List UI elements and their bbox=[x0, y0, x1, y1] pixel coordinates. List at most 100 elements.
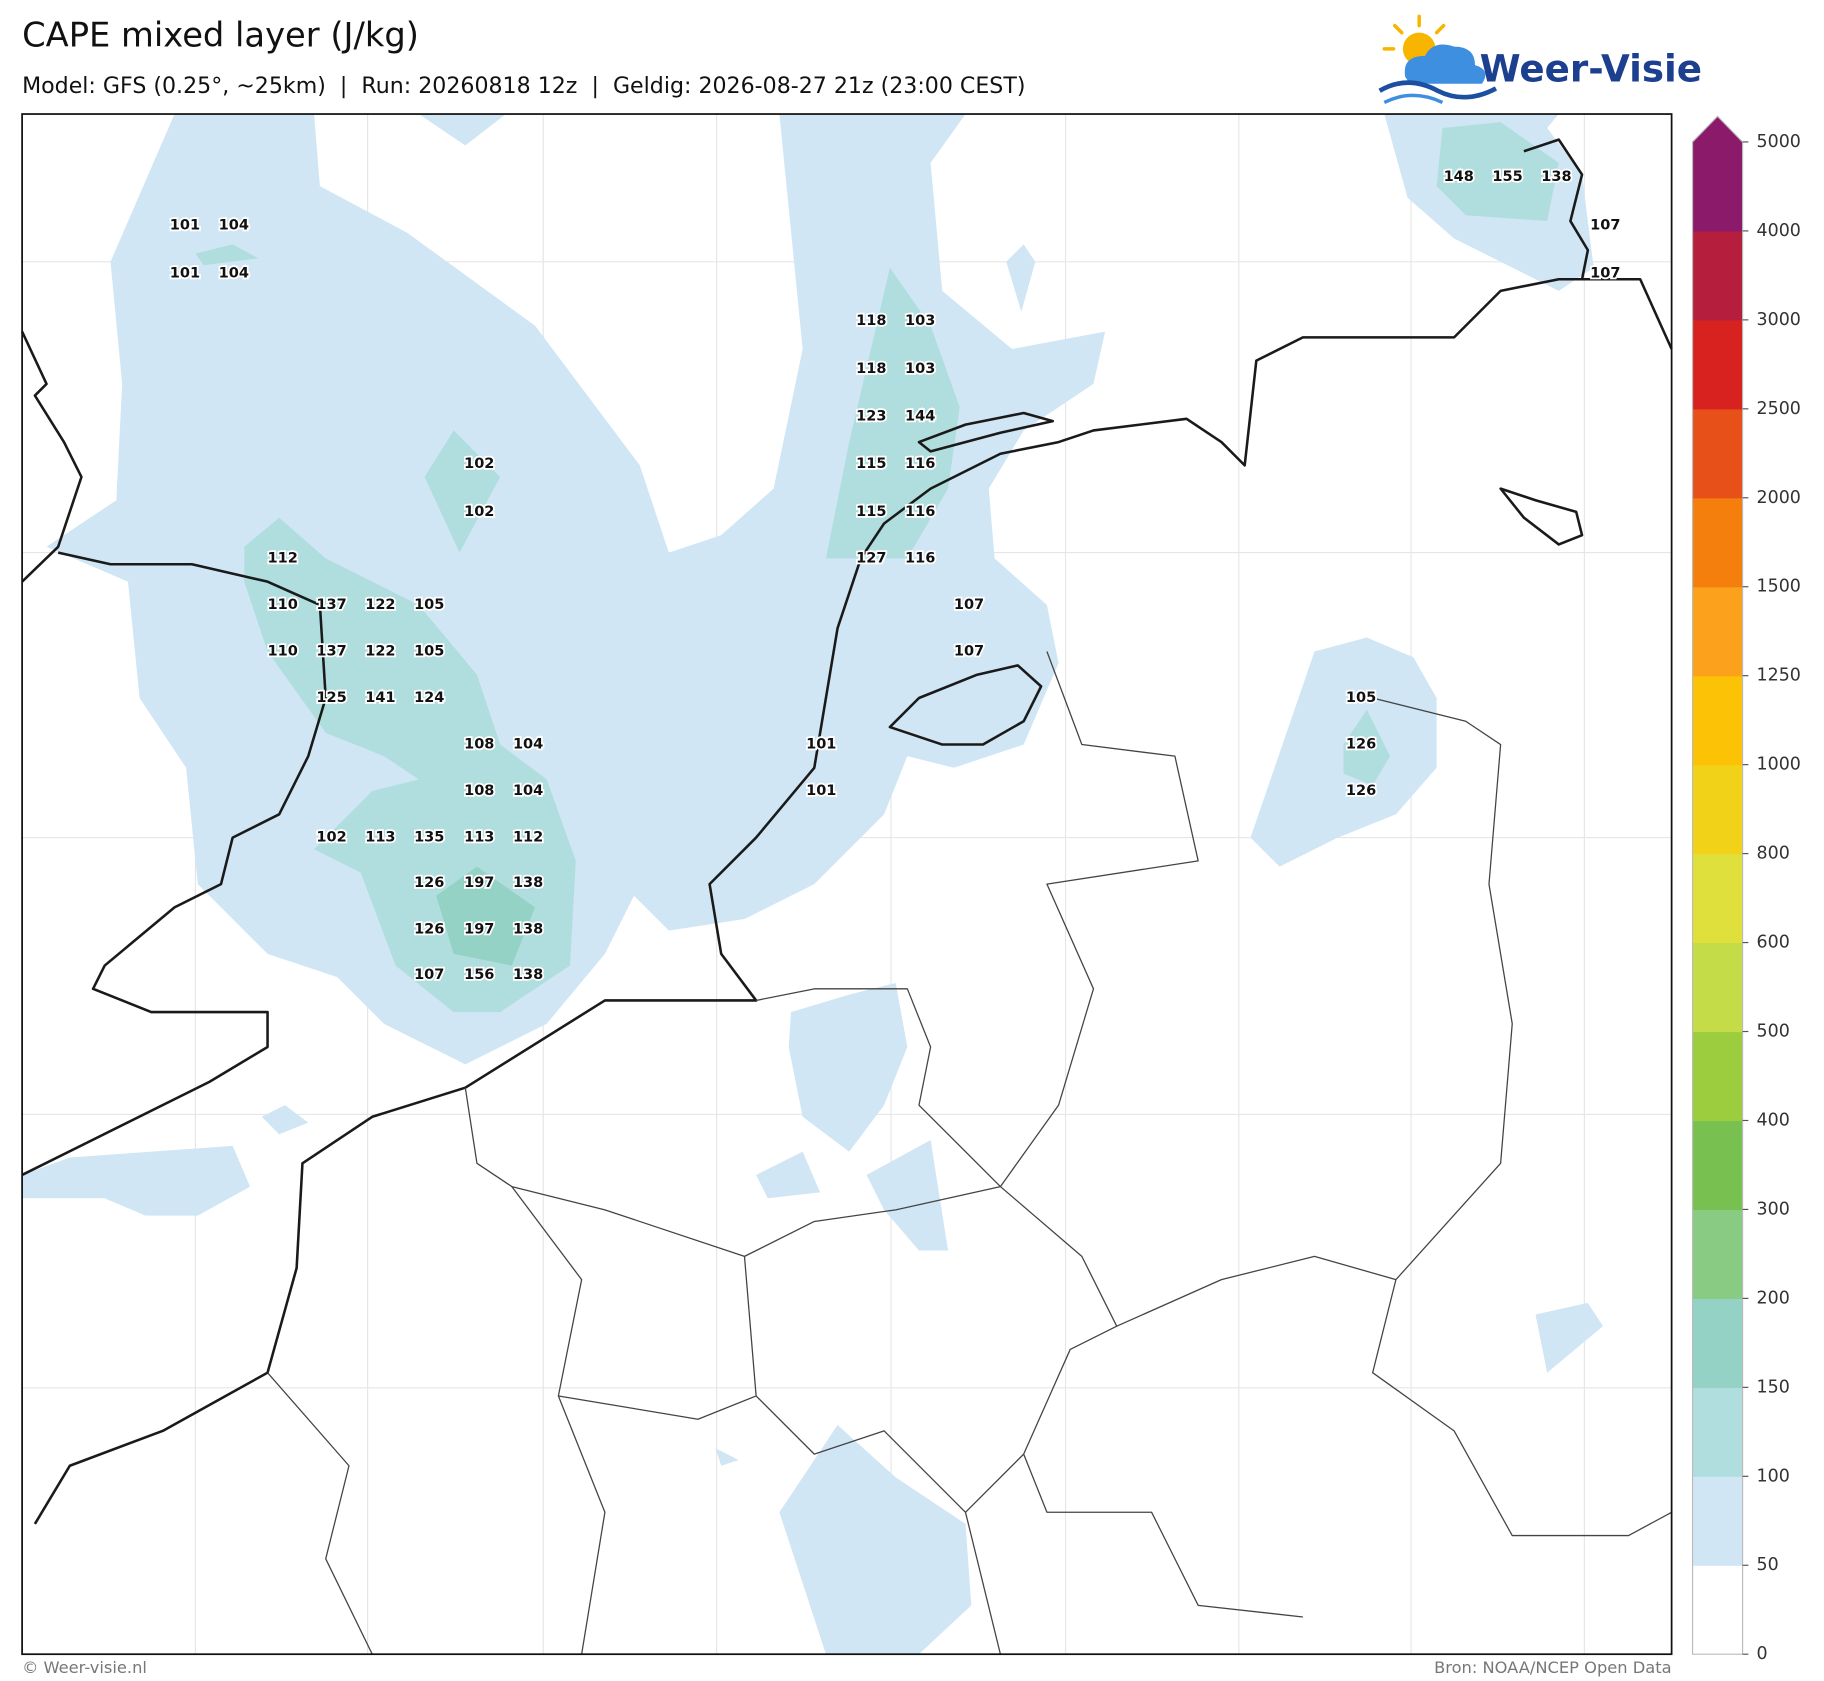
colorbar-band bbox=[1692, 942, 1743, 1033]
colorbar-tick-label: 3000 bbox=[1757, 310, 1801, 330]
logo-text: Weer-Visie bbox=[1480, 46, 1702, 90]
colorbar-band bbox=[1692, 1298, 1743, 1388]
cape-value-label: 115 bbox=[856, 504, 886, 520]
cape-value-label: 125 bbox=[316, 690, 346, 706]
cape-value-label: 116 bbox=[905, 504, 935, 520]
colorbar-band bbox=[1692, 319, 1743, 410]
cape-area bbox=[436, 866, 536, 966]
colorbar-tick-label: 1500 bbox=[1757, 577, 1801, 597]
cape-value-label: 113 bbox=[464, 830, 494, 846]
cape-area bbox=[756, 1151, 821, 1199]
colorbar-tick-label: 2500 bbox=[1757, 399, 1801, 419]
cape-value-label: 148 bbox=[1444, 169, 1474, 185]
cape-value-label: 115 bbox=[856, 456, 886, 472]
cape-value-label: 126 bbox=[1346, 783, 1376, 799]
colorbar-band bbox=[1692, 230, 1743, 321]
colorbar-band bbox=[1692, 1387, 1743, 1477]
colorbar-tick-label: 50 bbox=[1757, 1555, 1779, 1575]
cape-value-label: 107 bbox=[954, 597, 984, 613]
colorbar-extend bbox=[1692, 116, 1743, 142]
cape-value-label: 104 bbox=[513, 737, 543, 753]
cape-value-label: 103 bbox=[905, 313, 935, 329]
cape-value-label: 123 bbox=[856, 408, 886, 424]
colorbar-tick-label: 200 bbox=[1757, 1288, 1790, 1308]
cape-area bbox=[46, 114, 1106, 1065]
cape-value-label: 101 bbox=[806, 783, 836, 799]
cape-value-label: 156 bbox=[464, 967, 494, 983]
colorbar-band bbox=[1692, 1120, 1743, 1211]
cape-value-label: 110 bbox=[268, 643, 298, 659]
cape-value-label: 107 bbox=[1590, 265, 1620, 281]
cape-value-label: 124 bbox=[414, 690, 444, 706]
cape-value-label: 137 bbox=[316, 643, 346, 659]
footer-right: Bron: NOAA/NCEP Open Data bbox=[1434, 1658, 1672, 1677]
cape-value-label: 113 bbox=[365, 830, 395, 846]
cape-value-label: 126 bbox=[1346, 737, 1376, 753]
cape-value-label: 138 bbox=[513, 967, 543, 983]
map-labels: 101 104 101 104 118 103 118 103 123 144 102 115 116 1… bbox=[168, 167, 1622, 984]
colorbar-tick-label: 0 bbox=[1757, 1644, 1768, 1664]
colorbar-band bbox=[1692, 408, 1743, 499]
colorbar-tick-label: 5000 bbox=[1757, 132, 1801, 152]
cape-value-label: 138 bbox=[513, 875, 543, 891]
colorbar-band bbox=[1692, 853, 1743, 944]
colorbar-band bbox=[1692, 1476, 1743, 1566]
cape-area bbox=[195, 244, 259, 266]
cape-value-label: 112 bbox=[513, 830, 543, 846]
colorbar-tick-label: 300 bbox=[1757, 1199, 1790, 1219]
cape-value-label: 197 bbox=[464, 921, 494, 937]
cape-value-label: 141 bbox=[365, 690, 395, 706]
cape-value-label: 105 bbox=[414, 597, 444, 613]
colorbar-band bbox=[1692, 764, 1743, 855]
colorbar: 0 50 100 150 200 300 400 500 600 800 1000 1250 1500 2… bbox=[1691, 115, 1801, 1664]
subtitle: Model: GFS (0.25°, ~25km) | Run: 2026081… bbox=[22, 73, 1025, 99]
cape-value-label: 108 bbox=[464, 783, 494, 799]
cape-value-label: 112 bbox=[268, 550, 298, 566]
colorbar-outline bbox=[1691, 115, 1744, 1655]
cape-fields bbox=[22, 114, 1603, 1655]
cape-value-label: 155 bbox=[1492, 169, 1522, 185]
cape-value-label: 118 bbox=[856, 313, 886, 329]
colorbar-band bbox=[1692, 1209, 1743, 1299]
cape-value-label: 116 bbox=[905, 456, 935, 472]
cape-value-label: 105 bbox=[1346, 690, 1376, 706]
title: CAPE mixed layer (J/kg) bbox=[22, 16, 419, 55]
cape-value-label: 101 bbox=[170, 218, 200, 234]
cape-value-label: 135 bbox=[414, 830, 444, 846]
cape-value-label: 107 bbox=[954, 643, 984, 659]
cape-value-label: 110 bbox=[268, 597, 298, 613]
colorbar-band bbox=[1692, 675, 1743, 766]
colorbar-tick-label: 800 bbox=[1757, 844, 1790, 864]
colorbar-tick-label: 150 bbox=[1757, 1377, 1790, 1397]
cape-value-label: 197 bbox=[464, 875, 494, 891]
footer-left: © Weer-visie.nl bbox=[22, 1658, 147, 1677]
cape-value-label: 102 bbox=[464, 504, 494, 520]
cape-area bbox=[1006, 244, 1036, 312]
coastlines bbox=[20, 138, 1673, 1525]
colorbar-tick-label: 1250 bbox=[1757, 666, 1801, 686]
cape-area bbox=[1535, 1302, 1603, 1373]
cape-value-label: 107 bbox=[414, 967, 444, 983]
colorbar-band bbox=[1692, 1031, 1743, 1122]
colorbar-band bbox=[1692, 586, 1743, 677]
cape-value-label: 138 bbox=[513, 921, 543, 937]
colorbar-tick-label: 1000 bbox=[1757, 755, 1801, 775]
map-frame bbox=[21, 113, 1673, 1656]
logo: Weer-Visie bbox=[1378, 14, 1702, 104]
cape-area bbox=[1343, 709, 1391, 786]
cape-value-label: 118 bbox=[856, 361, 886, 377]
cape-value-label: 104 bbox=[219, 265, 249, 281]
colorbar-band bbox=[1692, 497, 1743, 588]
cape-value-label: 122 bbox=[365, 597, 395, 613]
colorbar-tick-label: 600 bbox=[1757, 933, 1790, 953]
cape-value-label: 102 bbox=[316, 830, 346, 846]
cape-value-label: 103 bbox=[905, 361, 935, 377]
cape-value-label: 107 bbox=[1590, 218, 1620, 234]
cape-value-label: 126 bbox=[414, 875, 444, 891]
cape-value-label: 104 bbox=[219, 218, 249, 234]
cape-area bbox=[825, 267, 960, 559]
colorbar-tick-label: 4000 bbox=[1757, 221, 1801, 241]
cape-value-label: 138 bbox=[1541, 169, 1571, 185]
cape-area bbox=[424, 430, 501, 553]
